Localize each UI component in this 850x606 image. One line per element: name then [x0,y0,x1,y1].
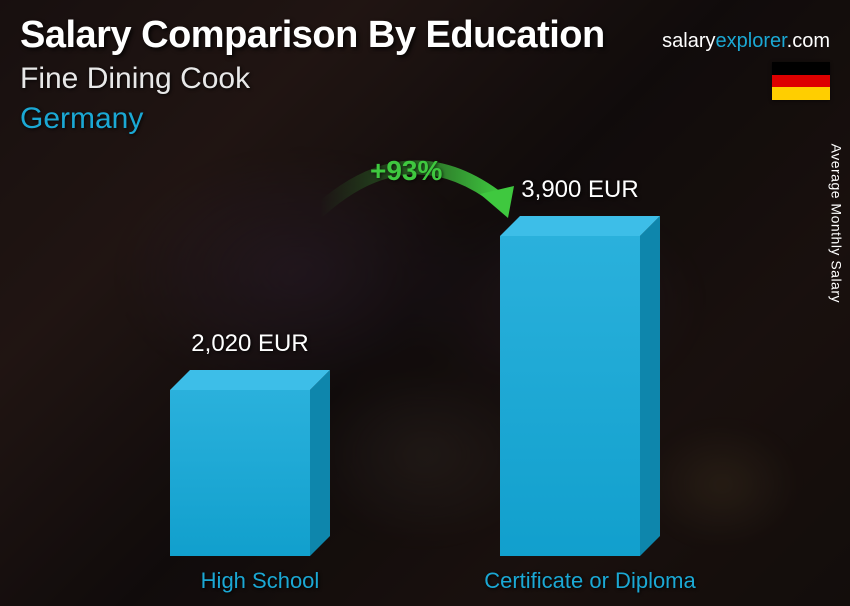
bar-side-face [310,370,330,556]
bar-chart: 2,020 EUR High School 3,900 EUR Certificate… [0,176,850,606]
page-title: Salary Comparison By Education [20,14,605,57]
bar-value-label: 3,900 EUR [480,176,680,204]
brand-logo: salaryexplorer.com [662,30,830,53]
bar-category-label: Certificate or Diploma [459,568,721,594]
country-flag-icon [772,62,830,100]
increase-percentage: +93% [370,155,442,187]
brand-suffix: .com [787,30,830,52]
bar-top-face [500,216,660,236]
country-name: Germany [20,102,143,136]
job-title: Fine Dining Cook [20,62,250,96]
bar-top-face [170,370,330,390]
flag-stripe-1 [772,62,830,75]
brand-prefix: salary [662,30,715,52]
bar-value-label: 2,020 EUR [150,330,350,358]
bar-front-face [500,236,640,556]
bar-category-label: High School [190,568,331,594]
flag-stripe-2 [772,75,830,88]
bar-front-face [170,390,310,556]
flag-stripe-3 [772,87,830,100]
bar-side-face [640,216,660,556]
brand-mid: explorer [716,30,787,52]
